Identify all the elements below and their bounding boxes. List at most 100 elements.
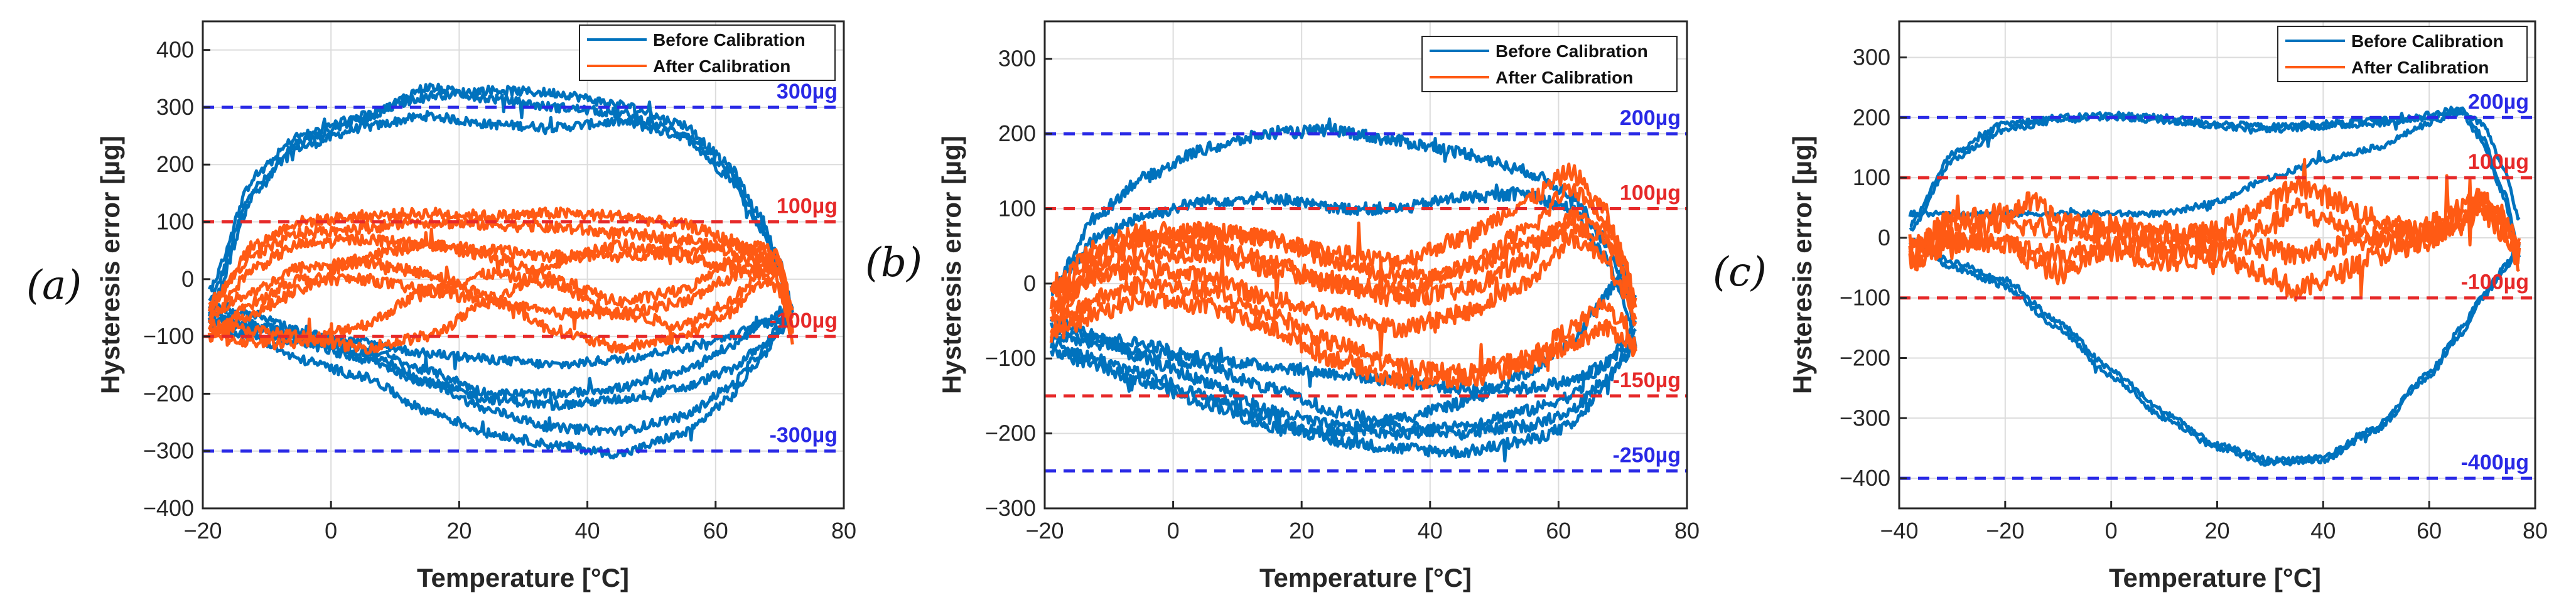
panel-label-a: (a) bbox=[26, 262, 82, 309]
x-tick-label: 20 bbox=[446, 518, 472, 543]
plot-frame-b bbox=[1043, 20, 1688, 510]
legend-box-a bbox=[579, 24, 836, 81]
threshold-label: -250µg bbox=[1613, 443, 1681, 467]
y-axis-label-c: Hysteresis error [µg] bbox=[1787, 136, 1817, 394]
x-tick-label: −20 bbox=[1986, 518, 2024, 543]
series-line bbox=[1049, 322, 1637, 396]
series-after-calibration bbox=[1908, 158, 2521, 302]
x-tick-label: −20 bbox=[1025, 518, 1064, 543]
x-tick-label: 0 bbox=[2105, 518, 2118, 543]
x-tick-label: 60 bbox=[1546, 518, 1571, 543]
threshold-label: 100µg bbox=[777, 195, 838, 218]
series-line bbox=[208, 104, 794, 313]
series-line bbox=[1049, 315, 1637, 441]
data-b bbox=[1049, 117, 1637, 463]
legend-box-b bbox=[1421, 36, 1678, 92]
series-after-calibration bbox=[207, 206, 794, 355]
panel-label-b: (b) bbox=[865, 240, 922, 286]
series-line bbox=[1049, 290, 1637, 392]
legend-a: Before Calibration After Calibration bbox=[579, 24, 836, 81]
plot-frame-a bbox=[202, 20, 845, 510]
y-tick-label: 300 bbox=[998, 46, 1036, 72]
series-line bbox=[207, 263, 794, 351]
x-tick-label: 80 bbox=[831, 518, 856, 543]
series-line bbox=[208, 255, 794, 355]
x-tick-label: −20 bbox=[183, 518, 222, 543]
x-tick-label: 40 bbox=[2310, 518, 2336, 543]
x-tick-label: 40 bbox=[575, 518, 600, 543]
threshold-label: -300µg bbox=[770, 424, 838, 447]
thresholds-c: 200µg 100µg -100µg -400µg bbox=[1899, 90, 2535, 480]
y-tick-label: −100 bbox=[985, 345, 1036, 371]
x-tick-label: 20 bbox=[2204, 518, 2229, 543]
legend-label-before-c: Before Calibration bbox=[2351, 31, 2504, 51]
legend-c: Before Calibration After Calibration bbox=[2277, 26, 2528, 82]
y-tick-label: 0 bbox=[181, 266, 194, 292]
thresholds-b: 200µg 100µg -150µg -250µg bbox=[1045, 106, 1687, 473]
series-line bbox=[1049, 228, 1637, 357]
y-axis-label-a: Hysteresis error [µg] bbox=[95, 136, 125, 394]
series-line bbox=[1049, 213, 1637, 305]
legend-label-after-a: After Calibration bbox=[653, 56, 790, 76]
series-line bbox=[1049, 262, 1637, 441]
threshold-label: 100µg bbox=[1620, 181, 1681, 205]
series-line bbox=[207, 231, 794, 335]
legend-label-before-a: Before Calibration bbox=[653, 30, 806, 50]
x-tick-label: 40 bbox=[1418, 518, 1443, 543]
series-line bbox=[1049, 183, 1637, 324]
y-tick-label: −100 bbox=[1840, 285, 1890, 311]
y-tick-label: 200 bbox=[998, 120, 1036, 146]
x-axis-label-b: Temperature [°C] bbox=[1259, 563, 1472, 592]
series-line bbox=[208, 255, 794, 338]
legend-box-c bbox=[2277, 26, 2528, 82]
series-line bbox=[1909, 107, 2521, 258]
y-tick-label: 300 bbox=[1853, 44, 1890, 70]
series-line bbox=[207, 84, 794, 309]
series-line bbox=[208, 215, 794, 329]
y-tick-label: −100 bbox=[143, 323, 194, 349]
y-tick-label: 400 bbox=[156, 37, 194, 63]
legend-label-after-b: After Calibration bbox=[1495, 68, 1633, 87]
threshold-label: 100µg bbox=[2468, 150, 2529, 174]
series-line bbox=[207, 227, 793, 325]
threshold-label: -400µg bbox=[2461, 451, 2529, 474]
y-tick-label: −200 bbox=[143, 380, 194, 406]
y-tick-label: −200 bbox=[1840, 345, 1890, 370]
x-tick-label: 80 bbox=[1674, 518, 1700, 543]
x-axis-label-a: Temperature [°C] bbox=[417, 563, 629, 592]
legend-label-before-b: Before Calibration bbox=[1495, 41, 1648, 61]
series-line bbox=[208, 318, 794, 460]
series-line bbox=[1908, 158, 2521, 252]
y-tick-label: 100 bbox=[156, 209, 194, 235]
y-tick-label: 200 bbox=[156, 151, 194, 177]
threshold-label: 200µg bbox=[1620, 106, 1681, 130]
series-line bbox=[1908, 240, 2521, 465]
x-axis-label-c: Temperature [°C] bbox=[2109, 563, 2321, 592]
x-tick-label: 60 bbox=[703, 518, 728, 543]
x-tick-label: 60 bbox=[2417, 518, 2442, 543]
x-tick-label: 20 bbox=[1289, 518, 1314, 543]
x-tick-label: −40 bbox=[1880, 518, 1918, 543]
panel-label-c: (c) bbox=[1713, 249, 1767, 296]
ticks-c: −40 −20 0 20 40 60 80−400−300−200−100010020030… bbox=[1840, 44, 2548, 543]
data-a bbox=[207, 82, 794, 460]
series-after-calibration bbox=[1049, 163, 1637, 392]
y-tick-label: −400 bbox=[143, 495, 194, 521]
threshold-label: 300µg bbox=[777, 80, 838, 104]
legend-b: Before Calibration After Calibration bbox=[1421, 36, 1678, 92]
threshold-label: -100µg bbox=[770, 309, 838, 333]
y-tick-label: −300 bbox=[143, 438, 194, 464]
y-tick-label: −300 bbox=[1840, 405, 1890, 431]
x-tick-label: 0 bbox=[325, 518, 337, 543]
series-line bbox=[1908, 197, 2521, 271]
y-tick-label: 200 bbox=[1853, 104, 1890, 130]
series-line bbox=[1049, 338, 1637, 463]
y-tick-label: 100 bbox=[998, 195, 1036, 221]
series-line bbox=[207, 308, 794, 370]
threshold-label: 200µg bbox=[2468, 90, 2529, 114]
x-tick-label: 0 bbox=[1167, 518, 1180, 543]
threshold-label: -150µg bbox=[1613, 368, 1681, 392]
